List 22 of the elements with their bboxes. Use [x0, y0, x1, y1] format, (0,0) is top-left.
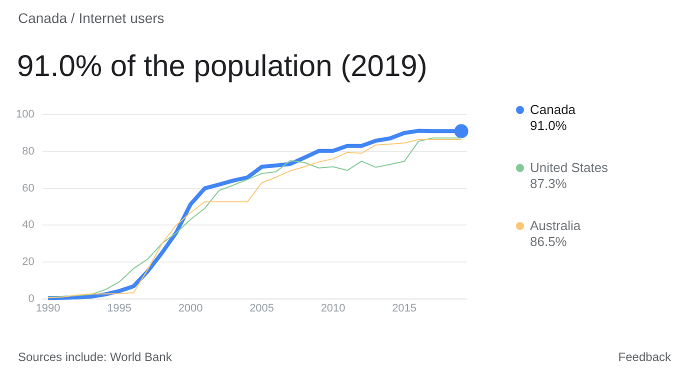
y-tick-label: 20	[22, 256, 34, 268]
y-tick-label: 60	[22, 182, 34, 194]
legend-label: Canada	[530, 102, 577, 118]
legend-label: United States	[530, 160, 608, 176]
text: 87.3%	[530, 176, 568, 192]
x-tick-label: 2010	[320, 302, 346, 314]
source-note: Sources include: World Bank	[18, 350, 172, 364]
legend-label: Australia	[530, 218, 582, 234]
text: Feedback	[618, 350, 671, 364]
x-tick-label: 2000	[178, 302, 203, 314]
text: 91.0%	[530, 118, 568, 134]
y-tick-label: 100	[16, 108, 34, 121]
y-tick-label: 80	[22, 145, 34, 158]
x-tick-label: 2015	[392, 302, 417, 314]
x-tick-label: 1995	[107, 302, 132, 314]
x-tick-label: 1990	[36, 302, 60, 314]
chart-title: 91.0% of the population (2019)	[17, 50, 428, 84]
chart-subtitle: Canada / Internet users	[18, 10, 164, 26]
text: 86.5%	[530, 234, 568, 250]
y-tick-label: 0	[28, 292, 34, 305]
y-tick-label: 40	[22, 219, 34, 232]
x-tick-label: 2005	[250, 302, 274, 314]
